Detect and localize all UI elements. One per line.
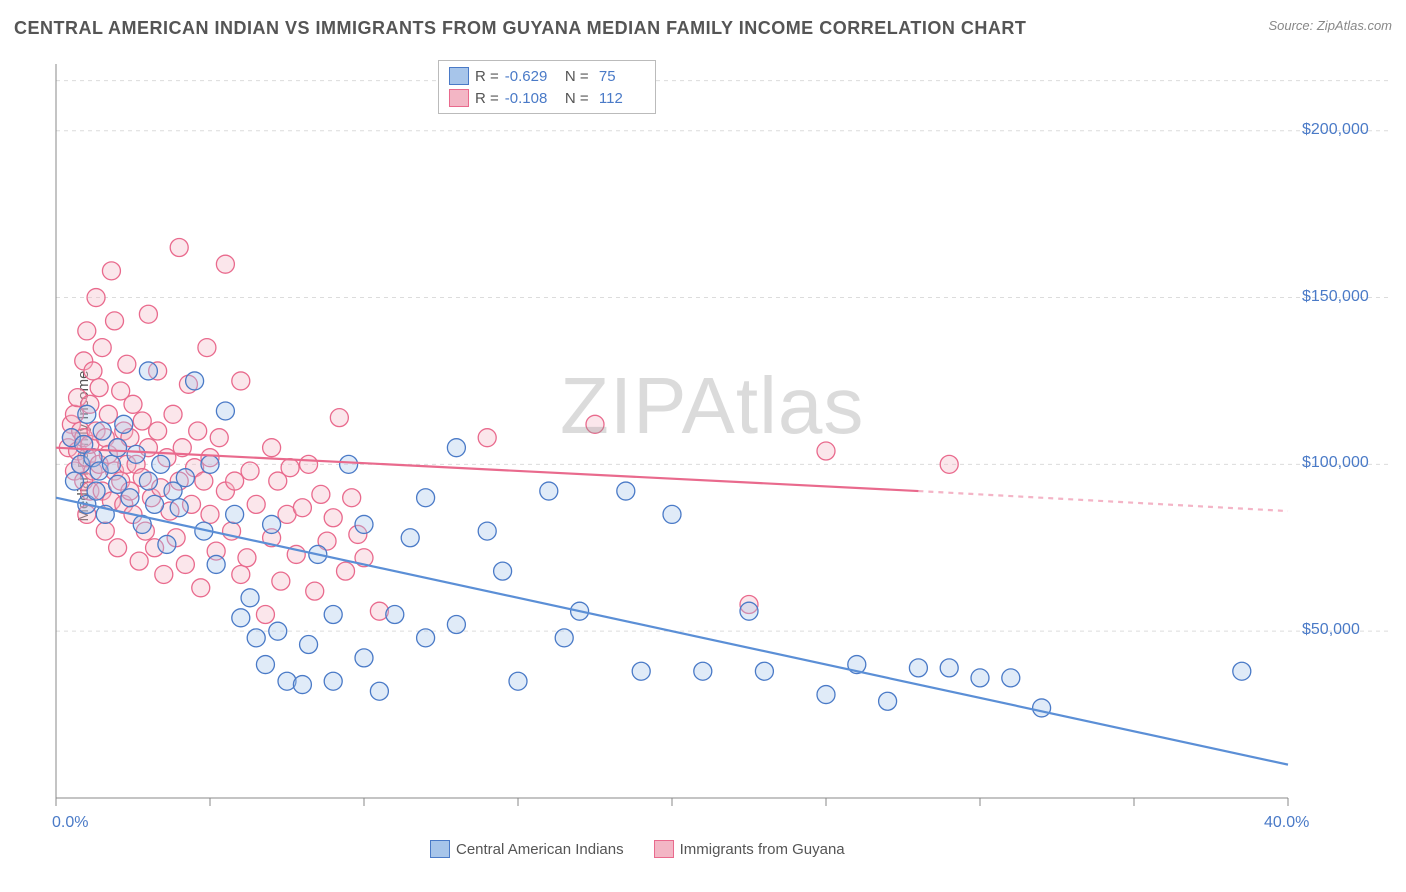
x-tick-end: 40.0% bbox=[1264, 814, 1309, 832]
chart-title: CENTRAL AMERICAN INDIAN VS IMMIGRANTS FR… bbox=[14, 18, 1026, 39]
y-tick-label: $200,000 bbox=[1302, 121, 1369, 139]
x-tick-start: 0.0% bbox=[52, 814, 88, 832]
legend-item: Central American Indians bbox=[430, 840, 624, 858]
y-tick-label: $150,000 bbox=[1302, 288, 1369, 306]
bottom-legend: Central American Indians Immigrants from … bbox=[430, 840, 845, 858]
source-text: Source: ZipAtlas.com bbox=[1268, 18, 1392, 33]
legend-swatch-icon bbox=[654, 840, 674, 858]
stat-n-label: N = bbox=[561, 68, 589, 85]
stat-n-value: 75 bbox=[595, 68, 645, 85]
legend-swatch-icon bbox=[430, 840, 450, 858]
stat-r-label: R = bbox=[475, 68, 499, 85]
stat-r-value: -0.108 bbox=[505, 90, 555, 107]
correlation-stats-box: R = -0.629 N = 75 R = -0.108 N = 112 bbox=[438, 60, 656, 114]
chart-svg bbox=[48, 58, 1388, 838]
y-tick-label: $50,000 bbox=[1302, 621, 1360, 639]
legend-swatch-icon bbox=[449, 67, 469, 85]
stat-r-label: R = bbox=[475, 90, 499, 107]
legend-label: Immigrants from Guyana bbox=[680, 841, 845, 858]
chart-plot-area bbox=[48, 58, 1388, 838]
legend-swatch-icon bbox=[449, 89, 469, 107]
legend-label: Central American Indians bbox=[456, 841, 624, 858]
stats-row: R = -0.108 N = 112 bbox=[449, 87, 645, 109]
y-tick-label: $100,000 bbox=[1302, 454, 1369, 472]
stats-row: R = -0.629 N = 75 bbox=[449, 65, 645, 87]
legend-item: Immigrants from Guyana bbox=[654, 840, 845, 858]
stat-r-value: -0.629 bbox=[505, 68, 555, 85]
stat-n-value: 112 bbox=[595, 90, 645, 107]
stat-n-label: N = bbox=[561, 90, 589, 107]
